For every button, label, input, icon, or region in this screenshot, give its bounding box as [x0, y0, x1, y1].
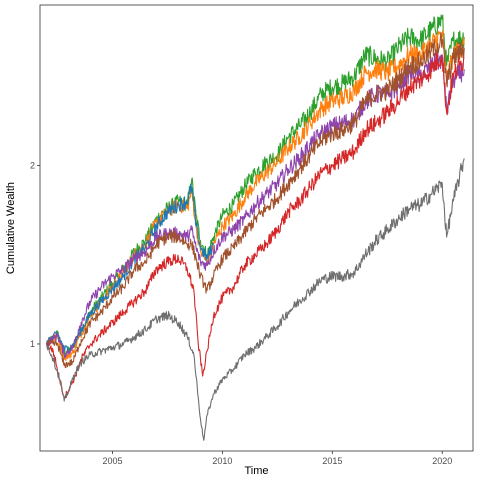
x-axis: 2005 2010 2015 2020 [103, 451, 452, 466]
y-tick-label: 1 [30, 339, 35, 349]
x-tick-label: 2015 [322, 456, 342, 466]
x-tick-label: 2005 [103, 456, 123, 466]
y-tick-label: 2 [30, 161, 35, 171]
y-axis: 12 [30, 161, 40, 349]
x-tick-label: 2010 [212, 456, 232, 466]
series-line-5 [46, 53, 465, 400]
y-axis-title: Cumulative Wealth [5, 182, 17, 274]
x-tick-label: 2020 [432, 456, 452, 466]
series-line-4 [46, 32, 465, 369]
series-line-3 [46, 50, 465, 359]
series-line-6 [46, 158, 465, 441]
x-axis-title: Time [244, 465, 268, 477]
plot-panel-border [39, 4, 474, 452]
series-layer [46, 14, 465, 441]
